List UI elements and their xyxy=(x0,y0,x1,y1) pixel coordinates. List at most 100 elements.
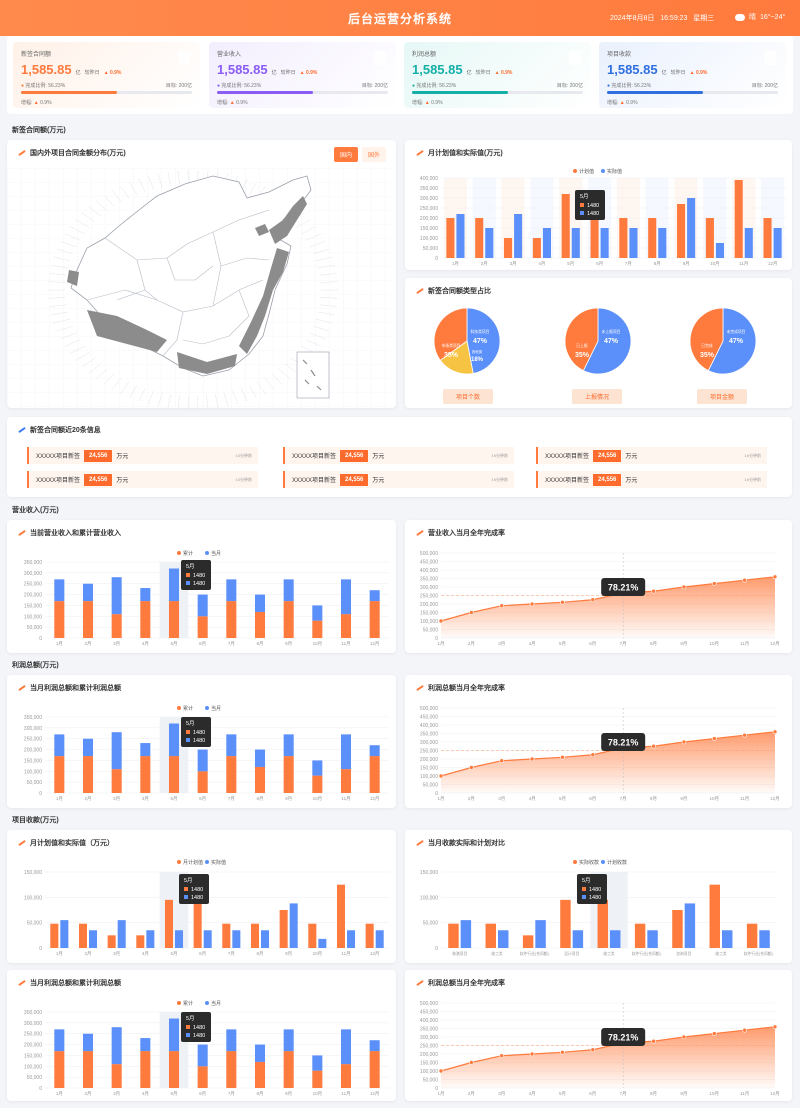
y-tick-label: 350,000 xyxy=(24,1010,42,1016)
legend-item: 月计划值 xyxy=(177,859,203,866)
kpi-card[interactable]: 项目收款 1,585.85 亿较昨日 ▲ 0.9% ● 完成比例: 56.23% 目标: … xyxy=(599,42,786,108)
profit2-stacked-bar-chart[interactable]: 350,000 300,000 250,000 200,000 150,000 100,0… xyxy=(7,970,396,1101)
legend-dot xyxy=(177,551,181,555)
bar-series-1 xyxy=(560,899,571,948)
map-ray xyxy=(206,395,209,410)
collection-bar-chart[interactable]: 150,000 100,000 50,000 0 月计划值 实际值 1月 2月 3月 4月 5月 6月… xyxy=(7,830,396,963)
pie-slice xyxy=(707,307,757,375)
bar-series-2 xyxy=(203,930,212,948)
monthly-bar-chart[interactable]: 400,000 350,000 300,000 250,000 200,000 150,0… xyxy=(405,140,792,270)
x-tick-label: 8月 xyxy=(256,641,263,647)
bar-series-2 xyxy=(773,228,782,258)
info-item[interactable]: XXXXX项目新签 24,556 万元 1h分钟前 xyxy=(536,447,767,464)
map-ray xyxy=(49,273,67,276)
map-ray xyxy=(278,368,291,380)
bar-cumulative xyxy=(369,756,380,793)
info-item[interactable]: XXXXX项目新签 24,556 万元 10分钟前 xyxy=(27,471,258,488)
map-ray xyxy=(120,381,130,395)
x-tick-label: 8月 xyxy=(650,1091,657,1097)
revenue-area-chart[interactable]: 500,000 450,000 400,000 350,000 300,000 250,0… xyxy=(405,520,792,653)
bar-cumulative xyxy=(369,601,380,638)
x-tick-label: 6月 xyxy=(589,641,596,647)
revenue-stacked-bar-chart[interactable]: 350,000 300,000 250,000 200,000 150,000 100,0… xyxy=(7,520,396,653)
kpi-yoy-label: 较昨日 xyxy=(280,70,296,76)
bar-series-2 xyxy=(261,930,270,948)
monthly-chart-card: 月计划值和实际值(万元) 400,000 350,000 300,000 250,00… xyxy=(405,140,792,270)
card-title: 国内外项目合同金额分布(万元) xyxy=(18,148,126,158)
bar-current xyxy=(168,723,180,757)
x-tick-label: 7月 xyxy=(625,261,632,267)
bar-cumulative xyxy=(197,1066,208,1088)
tooltip-swatch xyxy=(186,730,190,734)
profit-stacked-bar-chart[interactable]: 350,000 300,000 250,000 200,000 150,000 100,0… xyxy=(7,675,396,808)
y-tick-label: 100,000 xyxy=(24,895,42,901)
kpi-card[interactable]: 新签合同额 1,585.85 亿较昨日 ▲ 0.9% ● 完成比例: 56.23% 目标:… xyxy=(13,42,200,108)
map-ray xyxy=(315,318,333,324)
bar-series-1 xyxy=(634,923,646,948)
x-tick-label: 3月 xyxy=(113,641,120,647)
map-ray xyxy=(167,171,172,186)
y-tick-label: 50,000 xyxy=(423,921,439,927)
tooltip-value: 1480 xyxy=(193,738,205,744)
map-ray xyxy=(56,326,73,332)
kpi-icon xyxy=(178,51,190,65)
x-tick-label: 3月 xyxy=(113,1091,120,1097)
data-point xyxy=(590,752,596,758)
map-ray xyxy=(95,200,108,212)
pie-slice xyxy=(689,307,724,372)
pie-slice xyxy=(433,307,468,361)
data-point xyxy=(711,581,717,586)
rev-line-card: 营业收入当月全年完成率 500,000 450,000 400,000 350,000… xyxy=(405,520,792,653)
tooltip: 5月 1480 1480 xyxy=(179,874,209,904)
profit-area-chart[interactable]: 500,000 450,000 400,000 350,000 300,000 250,0… xyxy=(405,675,792,808)
map-ray xyxy=(177,395,180,410)
info-name: XXXXX项目新签 xyxy=(292,478,337,484)
profit-bar-card: 当月利润总额和累计利润总额 350,000 300,000 250,000 200,0… xyxy=(7,675,396,808)
info-item[interactable]: XXXXX项目新签 24,556 万元 1h分钟前 xyxy=(536,471,767,488)
pie-charts[interactable]: 科技类项目 47% 市场类项目 35% 其他类 18% 未上报项目 47% 已上报 35% 未完成项… xyxy=(405,278,792,408)
info-item[interactable]: XXXXX项目新签 24,556 万元 10分钟前 xyxy=(27,447,258,464)
completion-tooltip: 78.21% xyxy=(601,733,646,751)
data-point xyxy=(560,600,565,605)
tab-domestic[interactable]: 国内 xyxy=(334,147,359,162)
map-ray xyxy=(318,311,335,316)
info-item[interactable]: XXXXX项目新签 24,556 万元 1h分钟前 xyxy=(283,471,514,488)
info-card: 新签合同额近20条信息 XXXXX项目新签 24,556 万元 10分钟前 XXXXX项… xyxy=(7,417,792,497)
tab-foreign[interactable]: 国外 xyxy=(362,147,387,162)
china-map[interactable] xyxy=(7,140,396,410)
kpi-card[interactable]: 营业收入 1,585.85 亿较昨日 ▲ 0.9% ● 完成比例: 56.23% 目标: … xyxy=(209,42,396,108)
legend-item: 当月 xyxy=(205,1000,221,1007)
y-tick-label: 250,000 xyxy=(24,582,42,588)
pen-icon xyxy=(18,426,26,434)
y-tick-label: 250,000 xyxy=(420,1044,438,1050)
data-point xyxy=(499,758,505,763)
kpi-yoy: ▲ 0.9% xyxy=(494,70,513,76)
bar-cumulative xyxy=(226,601,237,638)
info-amount: 24,556 xyxy=(593,449,622,462)
y-tick-label: 250,000 xyxy=(420,749,438,755)
info-name: XXXXX项目新签 xyxy=(545,454,590,460)
bar-cumulative xyxy=(168,601,180,638)
area-line xyxy=(440,576,776,622)
map-ray xyxy=(129,182,138,195)
profit2-area-chart[interactable]: 500,000 450,000 400,000 350,000 300,000 250,0… xyxy=(405,970,792,1101)
y-tick-label: 50,000 xyxy=(423,783,439,789)
tooltip-value: 1480 xyxy=(191,887,203,893)
info-item[interactable]: XXXXX项目新签 24,556 万元 1h分钟前 xyxy=(283,447,514,464)
bar-current xyxy=(111,1027,122,1065)
y-tick-label: 500,000 xyxy=(420,1001,438,1007)
map-ray xyxy=(264,377,275,390)
x-tick-label: 4月 xyxy=(142,951,149,957)
kpi-card[interactable]: 利润总额 1,585.85 亿较昨日 ▲ 0.9% ● 完成比例: 56.23% 目标: … xyxy=(404,42,591,108)
bar-series-1 xyxy=(648,218,657,258)
kpi-growth: 0.9% xyxy=(626,100,638,106)
area-fill xyxy=(441,1026,775,1088)
rev-bar-card: 当前营业收入和累计营业收入 350,000 300,000 250,000 200,0… xyxy=(7,520,396,653)
y-tick-label: 50,000 xyxy=(27,780,43,786)
x-tick-label: 9月 xyxy=(285,641,292,647)
y-tick-label: 200,000 xyxy=(24,1043,42,1049)
legend-item: 累计 xyxy=(177,705,193,712)
bar-cumulative xyxy=(312,775,323,793)
bar-series-2 xyxy=(759,930,770,948)
